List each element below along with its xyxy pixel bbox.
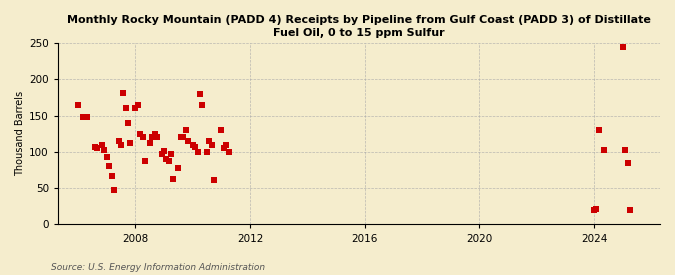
Point xyxy=(149,132,160,136)
Point xyxy=(166,152,177,156)
Text: Source: U.S. Energy Information Administration: Source: U.S. Energy Information Administ… xyxy=(51,263,265,272)
Point xyxy=(216,128,227,132)
Point xyxy=(121,106,132,111)
Point xyxy=(620,148,630,152)
Point xyxy=(204,139,215,143)
Point xyxy=(624,208,635,212)
Point xyxy=(73,103,84,107)
Point xyxy=(135,132,146,136)
Point xyxy=(192,150,203,154)
Point xyxy=(101,155,112,159)
Point xyxy=(173,166,184,170)
Point xyxy=(97,142,107,147)
Point xyxy=(591,206,601,211)
Point xyxy=(106,174,117,178)
Point xyxy=(589,208,599,212)
Point xyxy=(182,139,193,143)
Point xyxy=(593,128,604,132)
Point xyxy=(190,145,200,149)
Point xyxy=(118,91,129,95)
Point xyxy=(99,148,110,152)
Point xyxy=(103,164,114,169)
Point xyxy=(157,152,167,156)
Point xyxy=(187,142,198,147)
Point xyxy=(159,149,169,153)
Point xyxy=(115,142,126,147)
Point xyxy=(123,121,134,125)
Point xyxy=(618,45,628,49)
Title: Monthly Rocky Mountain (PADD 4) Receipts by Pipeline from Gulf Coast (PADD 3) of: Monthly Rocky Mountain (PADD 4) Receipts… xyxy=(67,15,651,38)
Point xyxy=(622,161,633,165)
Point xyxy=(163,159,174,164)
Point xyxy=(151,135,162,140)
Point xyxy=(146,135,157,140)
Point xyxy=(218,146,229,150)
Point xyxy=(144,140,155,145)
Point xyxy=(137,135,148,140)
Point xyxy=(125,140,136,145)
Point xyxy=(598,148,609,152)
Point xyxy=(140,158,151,163)
Point xyxy=(221,142,232,147)
Point xyxy=(223,150,234,154)
Point xyxy=(180,128,191,132)
Point xyxy=(202,150,213,154)
Point xyxy=(168,177,179,181)
Y-axis label: Thousand Barrels: Thousand Barrels xyxy=(15,91,25,176)
Point xyxy=(196,103,207,107)
Point xyxy=(92,146,103,150)
Point xyxy=(89,145,100,149)
Point xyxy=(113,139,124,143)
Point xyxy=(209,177,219,182)
Point xyxy=(178,135,188,140)
Point xyxy=(194,92,205,96)
Point xyxy=(82,115,93,119)
Point xyxy=(207,142,217,147)
Point xyxy=(132,103,143,107)
Point xyxy=(109,188,119,192)
Point xyxy=(161,157,171,161)
Point xyxy=(176,135,186,140)
Point xyxy=(78,115,88,119)
Point xyxy=(130,106,141,110)
